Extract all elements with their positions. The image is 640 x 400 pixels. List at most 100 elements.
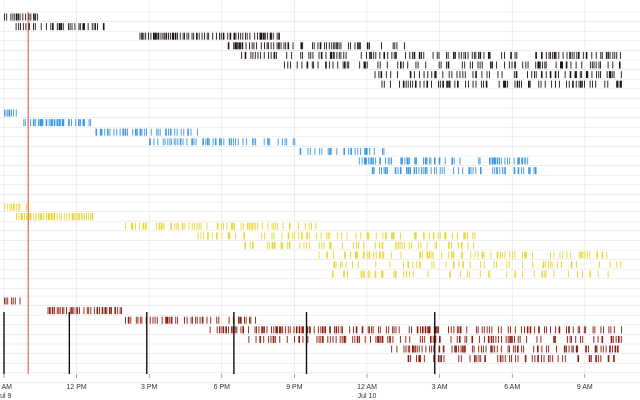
event-bar[interactable] — [260, 32, 263, 40]
event-bar[interactable] — [469, 261, 471, 269]
event-bar[interactable] — [169, 32, 171, 40]
event-bar[interactable] — [583, 326, 585, 334]
event-bar[interactable] — [561, 61, 563, 69]
event-bar[interactable] — [500, 335, 502, 343]
event-bar[interactable] — [548, 355, 550, 363]
event-bar[interactable] — [165, 128, 167, 136]
event-bar[interactable] — [409, 335, 411, 343]
event-bar[interactable] — [194, 222, 196, 230]
event-bar[interactable] — [514, 61, 516, 69]
event-bar[interactable] — [344, 251, 346, 259]
event-bar[interactable] — [157, 32, 160, 40]
event-bar[interactable] — [249, 316, 250, 324]
event-bar[interactable] — [249, 42, 251, 50]
event-bar[interactable] — [450, 335, 452, 343]
event-bar[interactable] — [553, 51, 556, 59]
event-bar[interactable] — [478, 355, 480, 363]
event-bar[interactable] — [329, 335, 331, 343]
event-bar[interactable] — [147, 32, 149, 40]
event-bar[interactable] — [286, 138, 288, 146]
event-bar[interactable] — [177, 32, 179, 40]
event-bar[interactable] — [378, 326, 379, 334]
event-bar[interactable] — [153, 138, 155, 146]
event-bar[interactable] — [264, 232, 266, 240]
event-bar[interactable] — [319, 42, 322, 50]
event-bar[interactable] — [500, 345, 502, 353]
event-bar[interactable] — [211, 232, 213, 240]
event-bar[interactable] — [34, 13, 36, 21]
event-bar[interactable] — [270, 32, 272, 40]
event-bar[interactable] — [529, 326, 532, 334]
event-bar[interactable] — [444, 157, 446, 165]
event-bar[interactable] — [287, 42, 290, 50]
event-bar[interactable] — [417, 61, 419, 69]
event-bar[interactable] — [200, 222, 202, 230]
event-bar[interactable] — [22, 23, 24, 31]
event-bar[interactable] — [392, 326, 394, 334]
event-bar[interactable] — [179, 32, 181, 40]
event-bar[interactable] — [321, 326, 324, 334]
event-bar[interactable] — [390, 71, 392, 79]
event-bar[interactable] — [487, 335, 490, 343]
event-bar[interactable] — [598, 261, 600, 269]
event-bar[interactable] — [412, 261, 414, 269]
event-bar[interactable] — [233, 222, 235, 230]
event-bar[interactable] — [379, 51, 381, 59]
event-bar[interactable] — [204, 32, 205, 40]
event-bar[interactable] — [575, 335, 577, 343]
event-bar[interactable] — [286, 335, 288, 343]
event-bar[interactable] — [454, 51, 456, 59]
event-bar[interactable] — [369, 326, 371, 334]
event-bar[interactable] — [287, 326, 289, 334]
event-bar[interactable] — [242, 32, 244, 40]
event-bar[interactable] — [598, 61, 600, 69]
event-bar[interactable] — [282, 241, 283, 249]
event-bar[interactable] — [327, 335, 329, 343]
event-bar[interactable] — [371, 167, 374, 175]
event-bar[interactable] — [582, 270, 583, 278]
event-bar[interactable] — [33, 213, 35, 221]
event-bar[interactable] — [109, 128, 111, 136]
event-bar[interactable] — [619, 80, 622, 88]
event-bar[interactable] — [374, 241, 376, 249]
event-bar[interactable] — [262, 326, 264, 334]
event-bar[interactable] — [50, 119, 53, 127]
event-bar[interactable] — [277, 326, 278, 334]
event-bar[interactable] — [275, 222, 277, 230]
event-bar[interactable] — [280, 241, 283, 249]
event-bar[interactable] — [290, 61, 292, 69]
event-bar[interactable] — [59, 307, 61, 315]
event-bar[interactable] — [182, 138, 184, 146]
event-bar[interactable] — [512, 251, 513, 259]
event-bar[interactable] — [438, 61, 440, 69]
event-bar[interactable] — [462, 345, 464, 353]
event-bar[interactable] — [62, 119, 64, 127]
event-bar[interactable] — [438, 80, 439, 88]
event-bar[interactable] — [14, 297, 16, 305]
event-bar[interactable] — [393, 326, 395, 334]
event-bar[interactable] — [383, 251, 385, 259]
event-bar[interactable] — [415, 232, 417, 240]
event-bar[interactable] — [261, 222, 263, 230]
event-bar[interactable] — [569, 71, 572, 79]
event-bar[interactable] — [150, 128, 152, 136]
event-bar[interactable] — [601, 335, 604, 343]
event-bar[interactable] — [519, 335, 521, 343]
event-bar[interactable] — [422, 167, 424, 175]
event-bar[interactable] — [23, 119, 25, 127]
event-bar[interactable] — [163, 32, 165, 40]
event-bar[interactable] — [430, 167, 432, 175]
event-bar[interactable] — [513, 345, 515, 353]
event-bar[interactable] — [611, 71, 613, 79]
event-bar[interactable] — [45, 23, 47, 31]
event-bar[interactable] — [201, 32, 203, 40]
event-bar[interactable] — [459, 270, 461, 278]
event-bar[interactable] — [489, 270, 491, 278]
event-bar[interactable] — [300, 42, 303, 50]
event-bar[interactable] — [368, 232, 370, 240]
event-bar[interactable] — [54, 307, 56, 315]
event-bar[interactable] — [490, 345, 492, 353]
event-bar[interactable] — [352, 241, 354, 249]
event-bar[interactable] — [607, 355, 610, 363]
event-bar[interactable] — [236, 42, 238, 50]
